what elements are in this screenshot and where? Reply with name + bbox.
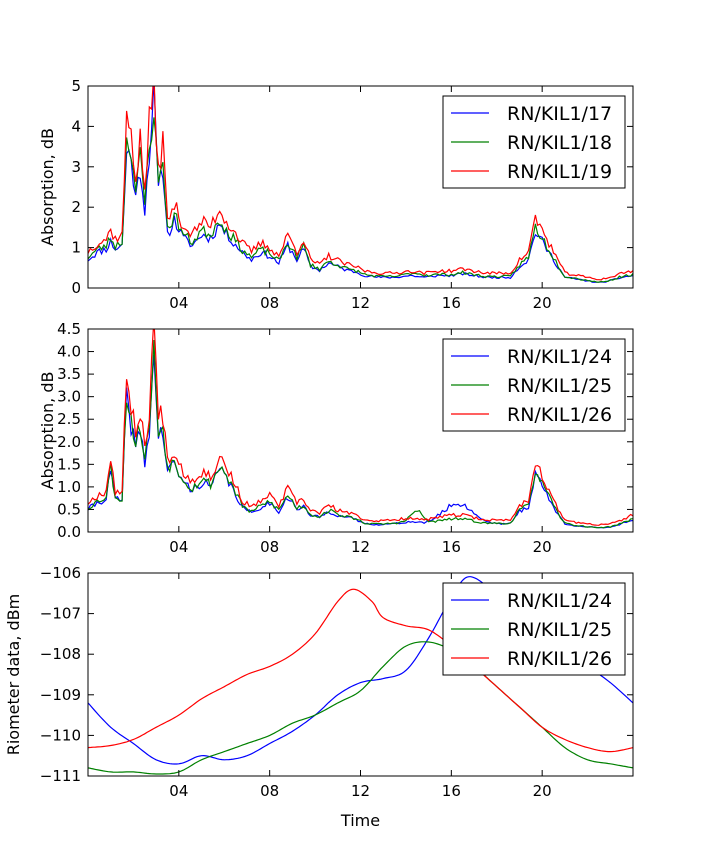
x-axis: 04 08 12 16 20 — [169, 329, 552, 556]
y-tick-label: 0 — [71, 279, 81, 297]
y-tick-label: 4.0 — [57, 343, 81, 361]
y-axis-label: Absorption, dB — [38, 128, 57, 246]
x-tick-label: 08 — [260, 294, 279, 312]
y-tick-label: 0.0 — [57, 523, 81, 541]
legend-label: RN/KIL1/26 — [507, 648, 612, 670]
x-tick-label: 20 — [533, 538, 552, 556]
series-lines — [88, 329, 633, 529]
y-axis: −111 −110 −109 −108 −107 −106 — [40, 564, 633, 785]
y-tick-label: 0.5 — [57, 500, 81, 518]
x-tick-label: 08 — [260, 538, 279, 556]
y-tick-label: −106 — [40, 564, 81, 582]
x-tick-label: 04 — [169, 538, 188, 556]
x-tick-label: 08 — [260, 782, 279, 800]
y-axis: 0 1 2 3 4 5 — [71, 77, 633, 297]
series-lines — [88, 86, 633, 283]
y-tick-label: 4.5 — [57, 320, 81, 338]
y-tick-label: 3.5 — [57, 365, 81, 383]
x-tick-label: 12 — [351, 294, 370, 312]
y-axis-label: Riometer data, dBm — [4, 594, 23, 756]
x-tick-label: 16 — [442, 782, 461, 800]
legend-label: RN/KIL1/24 — [507, 590, 612, 612]
y-tick-label: −107 — [40, 605, 81, 623]
series-line-rn-kil1-26 — [88, 329, 633, 526]
x-tick-label: 16 — [442, 294, 461, 312]
legend-label: RN/KIL1/26 — [507, 404, 612, 426]
y-tick-label: −110 — [40, 726, 81, 744]
x-axis: 04 08 12 16 20 — [169, 573, 552, 800]
y-tick-label: −108 — [40, 645, 81, 663]
x-tick-label: 12 — [351, 782, 370, 800]
y-tick-label: 5 — [71, 77, 81, 95]
legend-label: RN/KIL1/19 — [507, 161, 612, 183]
x-tick-label: 12 — [351, 538, 370, 556]
legend-label: RN/KIL1/17 — [507, 103, 612, 125]
x-axis-label: Time — [340, 811, 380, 830]
y-tick-label: 1 — [71, 239, 81, 257]
y-axis-label: Absorption, dB — [38, 372, 57, 490]
series-line-rn-kil1-26 — [88, 588, 633, 753]
x-tick-label: 04 — [169, 294, 188, 312]
x-tick-label: 20 — [533, 782, 552, 800]
series-line-rn-kil1-17 — [88, 86, 633, 283]
riometer-panel-bottom: 04 08 12 16 20 −111 −110 −109 −108 −107 −106 Riomet… — [4, 564, 634, 830]
legend-label: RN/KIL1/18 — [507, 132, 612, 154]
y-tick-label: 3.0 — [57, 388, 81, 406]
legend-label: RN/KIL1/24 — [507, 346, 612, 368]
y-tick-label: 2.5 — [57, 410, 81, 428]
absorption-panel-middle: 04 08 12 16 20 0.0 0.5 1.0 1.5 2.0 2.5 3.0 3.5 4.0 4.5… — [38, 320, 634, 556]
y-tick-label: 3 — [71, 158, 81, 176]
x-tick-label: 20 — [533, 294, 552, 312]
y-tick-label: 1.5 — [57, 455, 81, 473]
y-axis: 0.0 0.5 1.0 1.5 2.0 2.5 3.0 3.5 4.0 4.5 — [57, 320, 633, 541]
y-tick-label: 2.0 — [57, 433, 81, 451]
x-tick-label: 04 — [169, 782, 188, 800]
legend-label: RN/KIL1/25 — [507, 375, 612, 397]
y-tick-label: −109 — [40, 686, 81, 704]
legend: RN/KIL1/24 RN/KIL1/25 RN/KIL1/26 — [442, 582, 626, 676]
y-tick-label: −111 — [40, 767, 81, 785]
x-axis: 04 08 12 16 20 — [169, 86, 552, 312]
series-line-rn-kil1-19 — [88, 86, 633, 281]
y-tick-label: 2 — [71, 198, 81, 216]
y-tick-label: 4 — [71, 117, 81, 135]
legend-label: RN/KIL1/25 — [507, 619, 612, 641]
x-tick-label: 16 — [442, 538, 461, 556]
legend: RN/KIL1/24 RN/KIL1/25 RN/KIL1/26 — [442, 338, 626, 432]
series-line-rn-kil1-18 — [88, 117, 633, 283]
y-tick-label: 1.0 — [57, 478, 81, 496]
legend: RN/KIL1/17 RN/KIL1/18 RN/KIL1/19 — [442, 95, 626, 189]
